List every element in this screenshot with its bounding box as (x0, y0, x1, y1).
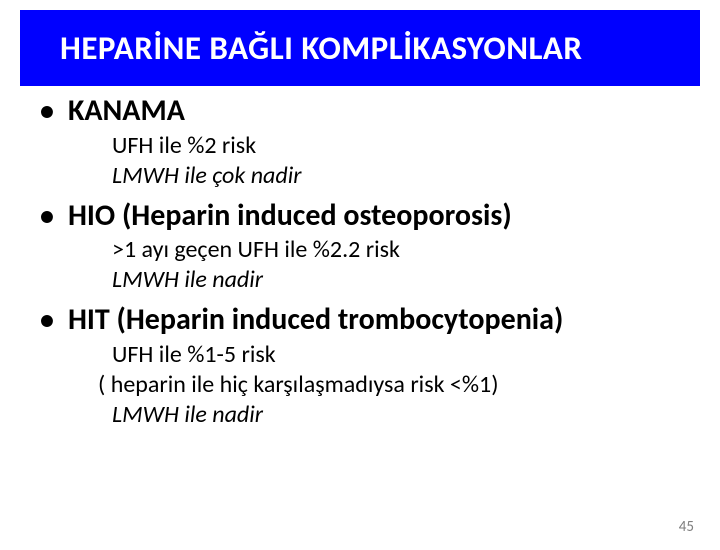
bullet-dot-icon: • (40, 306, 54, 334)
sub-line: UFH ile %2 risk (112, 131, 690, 161)
bullet-item: • HIO (Heparin induced osteoporosis) (40, 199, 690, 234)
sub-line: LMWH ile nadir (112, 400, 690, 430)
bullet-heading: HIO (Heparin induced osteoporosis) (68, 199, 512, 234)
sub-line: LMWH ile nadir (112, 265, 690, 295)
sub-block: >1 ayı geçen UFH ile %2.2 risk LMWH ile … (112, 235, 690, 295)
sub-line: UFH ile %1-5 risk (112, 340, 690, 370)
page-number: 45 (679, 518, 694, 536)
content-area: • KANAMA UFH ile %2 risk LMWH ile çok na… (0, 94, 720, 430)
sub-line: >1 ayı geçen UFH ile %2.2 risk (112, 235, 690, 265)
sub-block: UFH ile %2 risk LMWH ile çok nadir (112, 131, 690, 191)
bullet-item: • HIT (Heparin induced trombocytopenia) (40, 303, 690, 338)
sub-block: UFH ile %1-5 risk ( heparin ile hiç karş… (112, 340, 690, 430)
title-bar: HEPARİNE BAĞLI KOMPLİKASYONLAR (20, 10, 700, 86)
bullet-heading: HIT (Heparin induced trombocytopenia) (68, 303, 563, 338)
bullet-heading: KANAMA (68, 94, 185, 129)
bullet-dot-icon: • (40, 97, 54, 125)
bullet-dot-icon: • (40, 202, 54, 230)
bullet-item: • KANAMA (40, 94, 690, 129)
sub-line: ( heparin ile hiç karşılaşmadıysa risk <… (98, 370, 690, 400)
slide-title: HEPARİNE BAĞLI KOMPLİKASYONLAR (60, 28, 680, 68)
sub-line: LMWH ile çok nadir (112, 161, 690, 191)
